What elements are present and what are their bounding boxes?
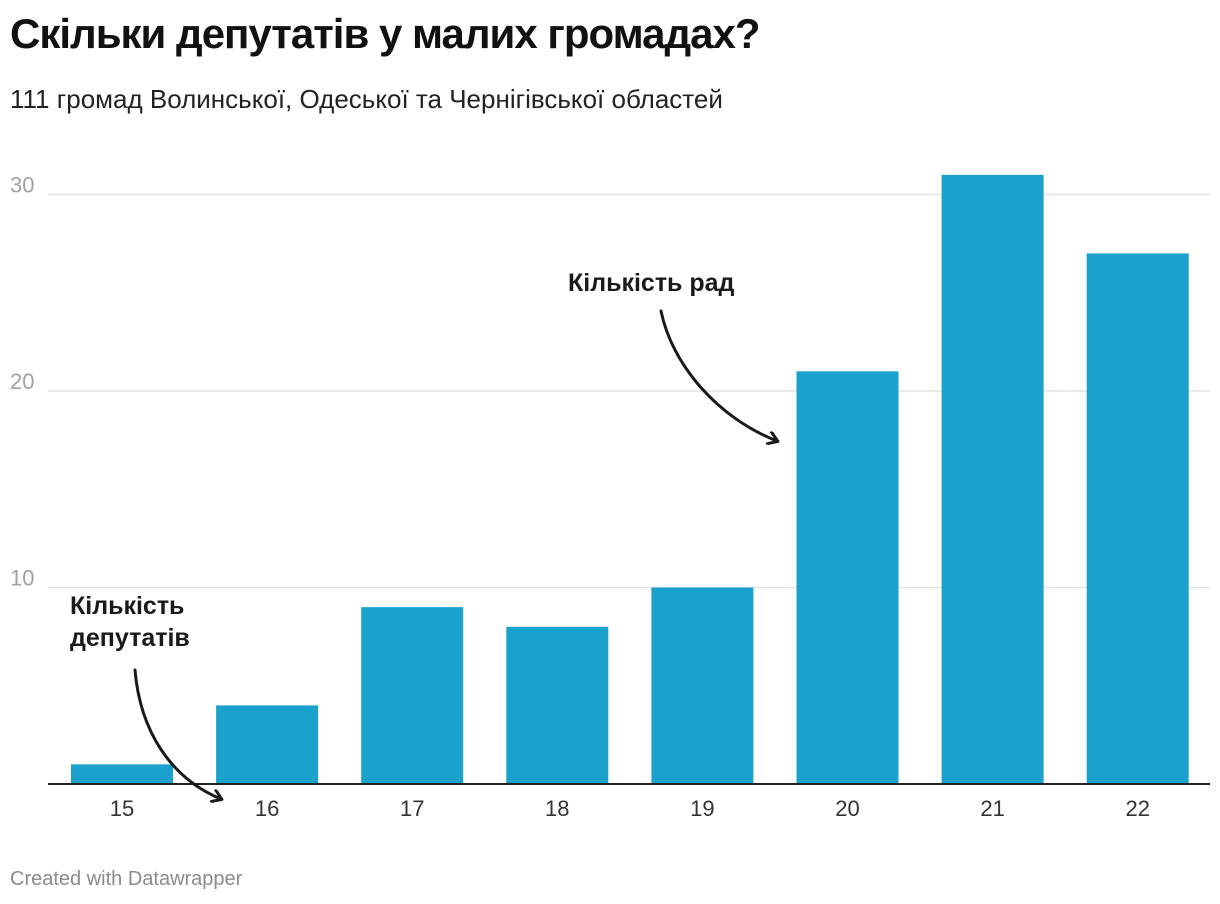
- y-tick-label-20: 20: [10, 369, 34, 394]
- x-axis-ticks: 15 16 17 18 19 20 21 22: [110, 796, 1150, 821]
- bar-20: [796, 371, 899, 784]
- annotation-deputies-line1: Кількість: [70, 592, 184, 620]
- x-tick-label-16: 16: [255, 796, 279, 821]
- annotation-councils: Кількість рад: [568, 269, 735, 297]
- bar-19: [651, 587, 754, 784]
- annotation-deputies-line2: депутатів: [70, 624, 190, 652]
- chart-subtitle: 111 громад Волинської, Одеської та Черні…: [10, 84, 723, 114]
- chart-title: Скільки депутатів у малих громадах?: [10, 10, 761, 57]
- arrow-councils: [659, 309, 777, 441]
- y-tick-label-30: 30: [10, 173, 34, 198]
- x-tick-label-21: 21: [980, 796, 1004, 821]
- bar-18: [506, 626, 609, 784]
- footer-credit: Created with Datawrapper: [10, 868, 243, 890]
- y-tick-label-10: 10: [10, 566, 34, 591]
- x-tick-label-17: 17: [400, 796, 424, 821]
- arrow-deputies: [133, 668, 221, 799]
- bars: [71, 174, 1189, 785]
- x-tick-label-22: 22: [1125, 796, 1149, 821]
- bar-17: [361, 607, 464, 784]
- x-tick-label-19: 19: [690, 796, 714, 821]
- y-axis-ticks: 10 20 30: [10, 173, 34, 591]
- bar-16: [216, 705, 319, 784]
- bar-21: [941, 174, 1044, 785]
- x-tick-label-20: 20: [835, 796, 859, 821]
- bar-15: [71, 764, 173, 784]
- x-tick-label-18: 18: [545, 796, 569, 821]
- bar-22: [1086, 253, 1189, 784]
- x-tick-label-15: 15: [110, 796, 134, 821]
